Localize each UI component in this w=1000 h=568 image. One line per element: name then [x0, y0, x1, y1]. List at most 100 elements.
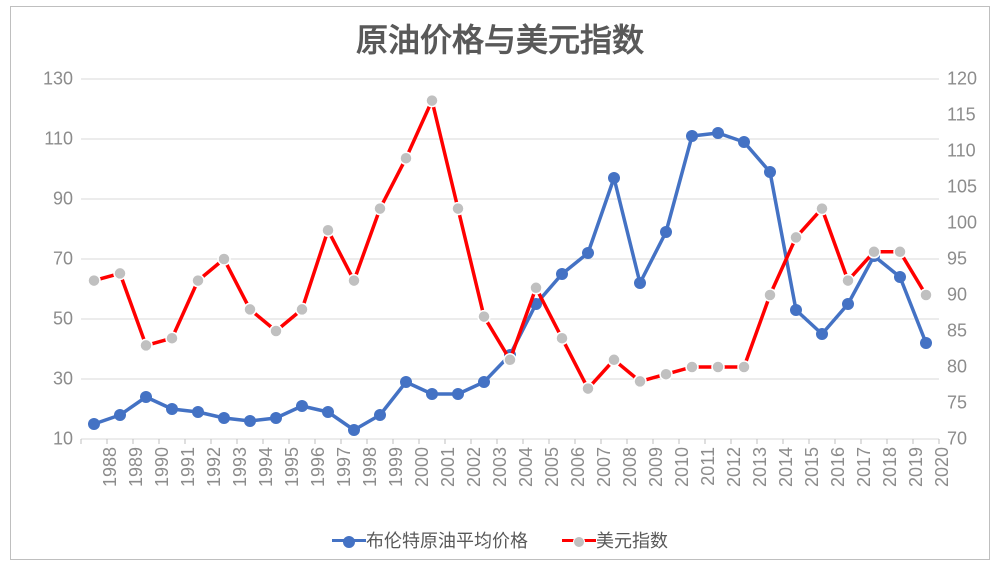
plot-area: 1030507090110130 70758085909510010511011… — [81, 79, 939, 439]
series-marker-brent — [452, 388, 464, 400]
plot-svg — [81, 79, 939, 439]
series-marker-dxy — [348, 275, 360, 287]
y-left-tick-label: 90 — [53, 189, 73, 210]
series-marker-brent — [920, 337, 932, 349]
y-right-tick-label: 120 — [947, 69, 977, 90]
series-marker-dxy — [192, 275, 204, 287]
series-line-dxy — [94, 101, 926, 389]
series-marker-dxy — [660, 368, 672, 380]
x-tick-label: 2015 — [802, 447, 823, 487]
series-marker-dxy — [88, 275, 100, 287]
series-marker-dxy — [686, 361, 698, 373]
series-line-brent — [94, 133, 926, 430]
x-tick-label: 1992 — [204, 447, 225, 487]
x-tick-label: 2013 — [750, 447, 771, 487]
y-right-tick-label: 75 — [947, 393, 967, 414]
x-tick-label: 1993 — [230, 447, 251, 487]
series-marker-dxy — [530, 282, 542, 294]
x-tick-label: 1998 — [360, 447, 381, 487]
series-marker-dxy — [218, 253, 230, 265]
y-left-tick-label: 30 — [53, 369, 73, 390]
legend-swatch-line — [332, 539, 366, 542]
series-marker-dxy — [582, 383, 594, 395]
series-marker-brent — [556, 268, 568, 280]
series-marker-brent — [374, 409, 386, 421]
x-tick-label: 1991 — [178, 447, 199, 487]
y-right-tick-label: 115 — [947, 105, 976, 126]
series-marker-brent — [88, 418, 100, 430]
y-right-tick-label: 90 — [947, 285, 967, 306]
y-right-tick-label: 85 — [947, 321, 967, 342]
x-tick-label: 2011 — [698, 447, 719, 486]
series-marker-dxy — [504, 354, 516, 366]
series-marker-brent — [296, 400, 308, 412]
series-marker-dxy — [374, 203, 386, 215]
x-tick-label: 2004 — [516, 447, 537, 487]
series-marker-brent — [166, 403, 178, 415]
x-tick-label: 2016 — [828, 447, 849, 487]
y-right-tick-label: 105 — [947, 177, 977, 198]
x-tick-label: 2018 — [880, 447, 901, 487]
series-marker-brent — [322, 406, 334, 418]
series-marker-dxy — [608, 354, 620, 366]
series-marker-brent — [816, 328, 828, 340]
legend-label: 布伦特原油平均价格 — [366, 527, 528, 553]
series-marker-dxy — [296, 303, 308, 315]
series-marker-dxy — [322, 224, 334, 236]
series-marker-dxy — [920, 289, 932, 301]
y-left-tick-label: 70 — [53, 249, 73, 270]
y-left-tick-label: 130 — [43, 69, 73, 90]
legend-label: 美元指数 — [596, 527, 668, 553]
x-tick-label: 2020 — [932, 447, 953, 487]
series-marker-dxy — [114, 267, 126, 279]
x-tick-label: 1994 — [256, 447, 277, 487]
x-tick-label: 2010 — [672, 447, 693, 487]
series-marker-dxy — [140, 339, 152, 351]
series-marker-brent — [244, 415, 256, 427]
x-tick-label: 2000 — [412, 447, 433, 487]
x-tick-label: 1996 — [308, 447, 329, 487]
x-axis-labels: 1988198919901991199219931994199519961997… — [81, 439, 939, 499]
x-tick-label: 1990 — [152, 447, 173, 487]
series-marker-brent — [738, 136, 750, 148]
series-marker-brent — [270, 412, 282, 424]
series-marker-brent — [400, 376, 412, 388]
y-right-tick-label: 80 — [947, 357, 967, 378]
series-marker-dxy — [426, 95, 438, 107]
series-marker-dxy — [452, 203, 464, 215]
series-marker-dxy — [556, 332, 568, 344]
series-marker-brent — [634, 277, 646, 289]
x-tick-label: 2012 — [724, 447, 745, 487]
y-right-tick-label: 100 — [947, 213, 977, 234]
series-marker-dxy — [478, 311, 490, 323]
series-marker-dxy — [894, 246, 906, 258]
series-marker-brent — [426, 388, 438, 400]
x-tick-label: 2017 — [854, 447, 875, 487]
series-marker-dxy — [166, 332, 178, 344]
series-marker-brent — [114, 409, 126, 421]
series-marker-brent — [764, 166, 776, 178]
legend-swatch-marker — [573, 536, 585, 548]
x-tick-label: 2009 — [646, 447, 667, 487]
y-left-tick-label: 110 — [44, 129, 73, 150]
series-marker-brent — [192, 406, 204, 418]
series-marker-dxy — [816, 203, 828, 215]
legend-swatch-marker — [343, 536, 355, 548]
x-tick-label: 2007 — [594, 447, 615, 487]
x-tick-label: 2019 — [906, 447, 927, 487]
y-left-tick-label: 50 — [53, 309, 73, 330]
series-marker-brent — [660, 226, 672, 238]
y-right-tick-label: 110 — [947, 141, 976, 162]
series-marker-brent — [348, 424, 360, 436]
series-marker-brent — [582, 247, 594, 259]
series-marker-dxy — [868, 246, 880, 258]
x-tick-label: 2002 — [464, 447, 485, 487]
series-marker-brent — [140, 391, 152, 403]
chart-frame: 原油价格与美元指数 1030507090110130 7075808590951… — [10, 6, 990, 560]
x-tick-label: 1988 — [100, 447, 121, 487]
series-marker-dxy — [634, 375, 646, 387]
series-marker-dxy — [738, 361, 750, 373]
series-marker-brent — [478, 376, 490, 388]
series-marker-brent — [894, 271, 906, 283]
series-marker-brent — [686, 130, 698, 142]
